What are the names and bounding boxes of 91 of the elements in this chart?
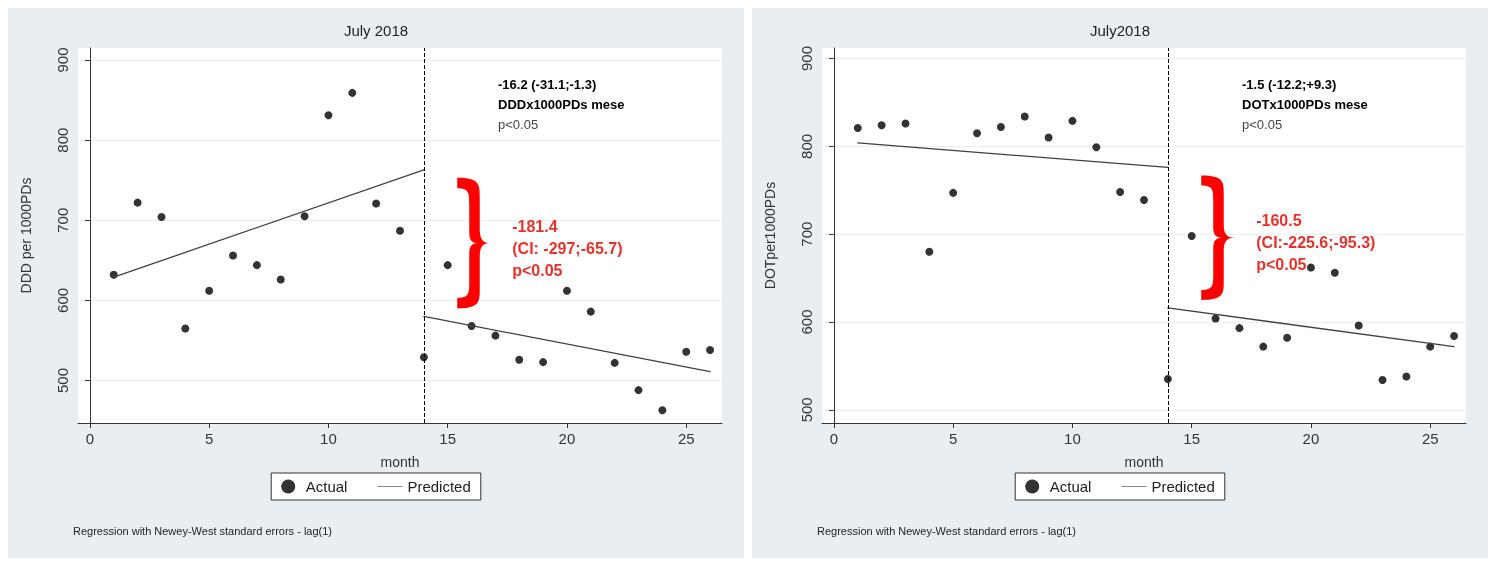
point	[181, 324, 190, 333]
x-tick-label: 10	[1064, 430, 1081, 447]
point	[348, 88, 357, 97]
point	[1426, 342, 1435, 351]
annotation: -16.2 (-31.1;-1.3)	[498, 77, 597, 92]
point	[539, 358, 548, 367]
annotation: DDDx1000PDs mese	[498, 97, 625, 112]
point	[1259, 342, 1268, 351]
point	[973, 129, 982, 138]
point	[634, 386, 643, 395]
legend-label: Actual	[305, 478, 348, 495]
annotation: -1.5 (-12.2;+9.3)	[1242, 77, 1337, 92]
y-tick-label: 800	[54, 127, 71, 153]
y-tick-label: 600	[798, 309, 815, 335]
y-axis-title: DDD per 1000PDs	[18, 177, 34, 294]
point	[1402, 372, 1411, 381]
point	[1140, 195, 1148, 204]
annotation: p<0.05	[1242, 117, 1283, 132]
point	[562, 286, 571, 295]
point	[877, 121, 886, 130]
point	[276, 275, 285, 284]
point	[133, 198, 142, 207]
y-tick-label: 500	[54, 368, 71, 394]
annotation: -160.5 (CI:-225.6;-95.3) p<0.05	[1256, 212, 1376, 274]
point	[1020, 112, 1029, 121]
y-tick-label: 900	[798, 46, 815, 72]
point	[443, 261, 452, 270]
y-tick-label: 700	[54, 207, 71, 233]
point	[324, 111, 333, 120]
x-tick-label: 15	[439, 430, 457, 447]
point	[682, 347, 691, 356]
point	[1187, 231, 1196, 240]
point	[1116, 188, 1125, 197]
chart-title: July2018	[1089, 22, 1151, 39]
y-tick-label: 700	[798, 221, 815, 247]
y-tick-label: 900	[54, 47, 71, 73]
x-tick-label: 25	[677, 430, 695, 447]
annotation: DOTx1000PDs mese	[1242, 97, 1368, 112]
point	[300, 212, 309, 221]
y-tick-label: 600	[54, 287, 71, 313]
point	[1330, 268, 1339, 277]
y-axis-title: DOTper1000PDs	[762, 181, 778, 290]
point	[1235, 324, 1244, 333]
text: Regression with Newey-West standard errors - lag(1)	[73, 524, 332, 537]
point	[658, 406, 667, 415]
point	[396, 226, 404, 235]
point	[1044, 133, 1053, 142]
point	[1092, 143, 1101, 152]
chart-title: July 2018	[343, 22, 409, 39]
point	[610, 358, 619, 367]
y-tick-label: 800	[798, 133, 815, 159]
point	[1306, 263, 1315, 272]
point	[229, 251, 238, 260]
x-tick-label: 0	[85, 430, 95, 447]
point	[1354, 321, 1363, 330]
annotation: p<0.05	[498, 117, 539, 132]
legend-label: Predicted	[1151, 478, 1215, 495]
x-tick-label: 15	[1183, 430, 1201, 447]
point	[157, 213, 166, 222]
point	[1211, 314, 1220, 323]
point	[949, 188, 958, 197]
point	[853, 123, 862, 132]
point	[1378, 375, 1387, 384]
point	[372, 199, 381, 208]
point	[1163, 375, 1172, 384]
annotation: -181.4 (CI: -297;-65.7) p<0.05	[512, 217, 623, 279]
text: Regression with Newey-West standard errors - lag(1)	[817, 524, 1076, 537]
x-axis-title: month	[1124, 454, 1164, 470]
point	[996, 123, 1005, 132]
point	[252, 261, 261, 270]
legend-label: Actual	[1049, 478, 1092, 495]
y-tick-label: 500	[798, 397, 815, 423]
x-tick-label: 0	[829, 430, 839, 447]
point	[901, 119, 910, 128]
x-tick-label: 20	[1302, 430, 1320, 447]
point	[1450, 332, 1459, 341]
point	[491, 331, 500, 340]
point	[925, 247, 934, 256]
x-tick-label: 10	[320, 430, 337, 447]
x-axis-title: month	[380, 454, 420, 470]
point	[706, 346, 715, 355]
x-tick-label: 25	[1421, 430, 1439, 447]
x-tick-label: 5	[949, 430, 958, 447]
legend-label: Predicted	[407, 478, 471, 495]
x-tick-label: 5	[205, 430, 214, 447]
point	[205, 286, 214, 295]
x-tick-label: 20	[558, 430, 576, 447]
point	[1283, 333, 1292, 342]
point	[586, 307, 595, 316]
point	[515, 355, 524, 364]
point	[1068, 116, 1077, 125]
